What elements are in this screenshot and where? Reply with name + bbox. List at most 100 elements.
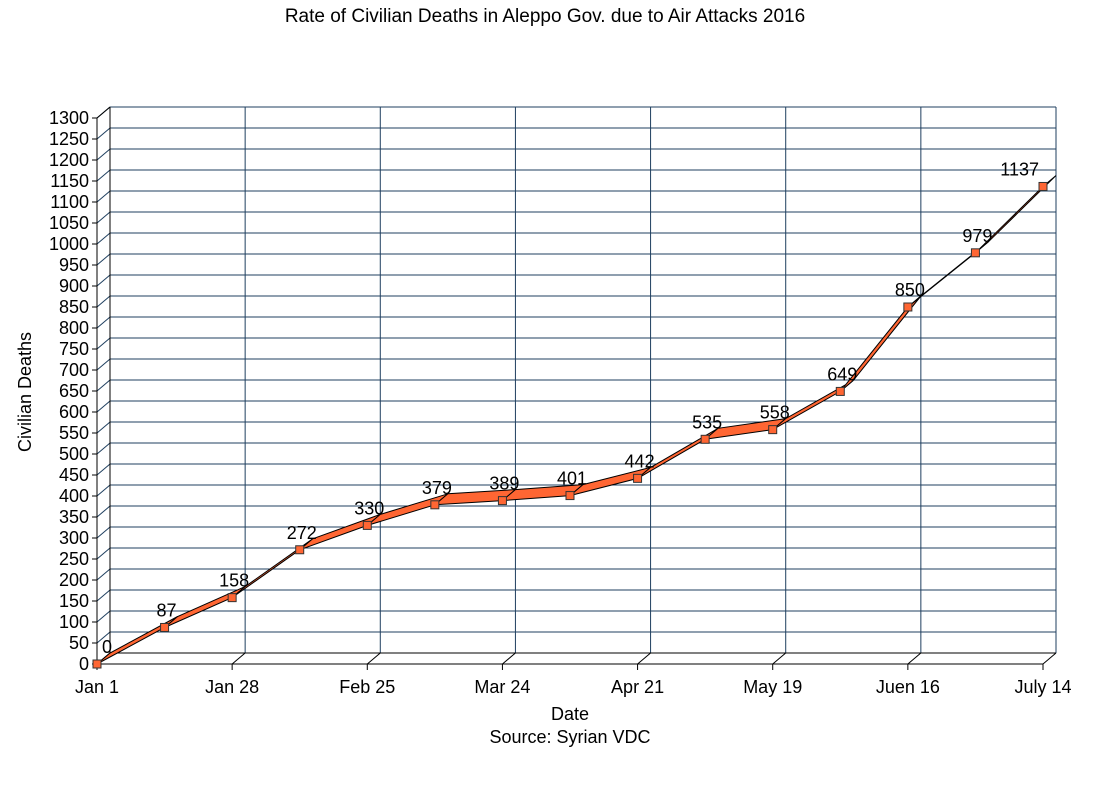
grid-depth-line [96,253,111,266]
grid-depth-line [96,463,111,476]
data-label: 330 [354,498,384,518]
x-tick-label: May 19 [743,677,802,697]
data-label: 649 [827,364,857,384]
y-tick-label: 150 [59,591,89,611]
y-tick-label: 1250 [49,129,89,149]
data-point-marker [497,496,507,506]
data-point-marker [430,500,440,510]
floor-depth-line [502,652,516,665]
data-label: 535 [692,412,722,432]
data-point-marker [633,473,643,483]
data-labels: 0 87 158 272 330 379 389 401 442 535 558 649 850 979 1… [102,159,1039,657]
data-point-marker [362,520,372,530]
x-tick-label: Mar 24 [474,677,530,697]
data-point-marker [227,593,237,603]
x-tick-label: Feb 25 [339,677,395,697]
data-point-marker [1038,181,1048,191]
y-tick-label: 100 [59,612,89,632]
y-tick-label: 1200 [49,150,89,170]
data-point-marker [970,248,980,258]
y-tick-labels: 0501001502002503003504004505005506006507… [49,108,89,674]
y-tick-label: 350 [59,507,89,527]
grid-depth-line [96,589,111,602]
series-segment [975,175,1057,254]
data-label: 87 [157,600,177,620]
data-point-marker [903,302,913,312]
grid-depth-line [96,316,111,329]
y-tick-label: 300 [59,528,89,548]
grid-depth-line [96,568,111,581]
y-tick-label: 1100 [50,192,89,212]
grid-depth-line [96,631,111,644]
grid-depth-line [96,505,111,518]
grid-depth-line [96,421,111,434]
y-tick-label: 800 [59,318,89,338]
y-tick-label: 600 [59,402,89,422]
grid [96,106,1057,665]
x-tick-label: Jan 28 [205,677,259,697]
y-tick-label: 650 [59,381,89,401]
source-note: Source: Syrian VDC [489,727,650,747]
y-tick-label: 1150 [50,171,89,191]
grid-depth-line [96,358,111,371]
x-tick-label: Jan 1 [75,677,119,697]
data-label: 442 [625,451,655,471]
data-label: 979 [962,226,992,246]
y-tick-label: 850 [59,297,89,317]
data-point-marker [295,545,305,555]
data-label: 272 [287,523,317,543]
series-line [96,175,1057,665]
data-label: 158 [219,571,249,591]
grid-depth-line [96,274,111,287]
grid-depth-line [96,484,111,497]
y-tick-label: 250 [59,549,89,569]
floor-depth-line [772,652,787,665]
y-tick-label: 950 [59,255,89,275]
y-tick-label: 500 [59,444,89,464]
grid-depth-line [96,547,111,560]
data-point-marker [565,491,575,501]
data-label: 850 [895,280,925,300]
data-label: 379 [422,478,452,498]
floor-depth-line [637,652,651,665]
grid-depth-line [96,190,111,203]
data-markers [92,181,1048,669]
grid-depth-line [96,400,111,413]
x-tick-label: Juen 16 [876,677,940,697]
y-tick-label: 1000 [49,234,89,254]
data-label: 401 [557,469,587,489]
top-depth-edge [96,106,111,119]
data-label: 558 [760,403,790,423]
y-tick-label: 1050 [49,213,89,233]
grid-depth-line [96,148,111,161]
floor-depth-line [1042,652,1057,665]
data-point-marker [160,622,170,632]
y-tick-label: 550 [59,423,89,443]
y-tick-label: 750 [59,339,89,359]
chart-title: Rate of Civilian Deaths in Aleppo Gov. d… [285,6,805,27]
grid-depth-line [96,169,111,182]
data-point-marker [700,434,710,444]
grid-depth-line [96,337,111,350]
data-point-marker [835,386,845,396]
y-tick-label: 900 [59,276,89,296]
axes [92,106,1057,670]
y-tick-label: 0 [79,654,89,674]
x-tick-label: Apr 21 [611,677,664,697]
grid-depth-line [96,211,111,224]
y-axis-label: Civilian Deaths [15,332,35,452]
data-label: 1137 [1000,159,1039,179]
x-tick-labels: Jan 1 Jan 28 Feb 25 Mar 24 Apr 21 May 19 Juen … [75,677,1072,697]
y-tick-label: 50 [69,633,89,653]
grid-depth-line [96,379,111,392]
x-axis-label: Date [551,704,589,724]
y-tick-label: 1300 [49,108,89,128]
grid-depth-line [96,232,111,245]
y-tick-label: 450 [59,465,89,485]
floor-depth-line [907,652,922,665]
x-tick-label: July 14 [1014,677,1071,697]
data-point-marker [92,659,102,669]
grid-depth-line [96,610,111,623]
grid-depth-line [96,442,111,455]
